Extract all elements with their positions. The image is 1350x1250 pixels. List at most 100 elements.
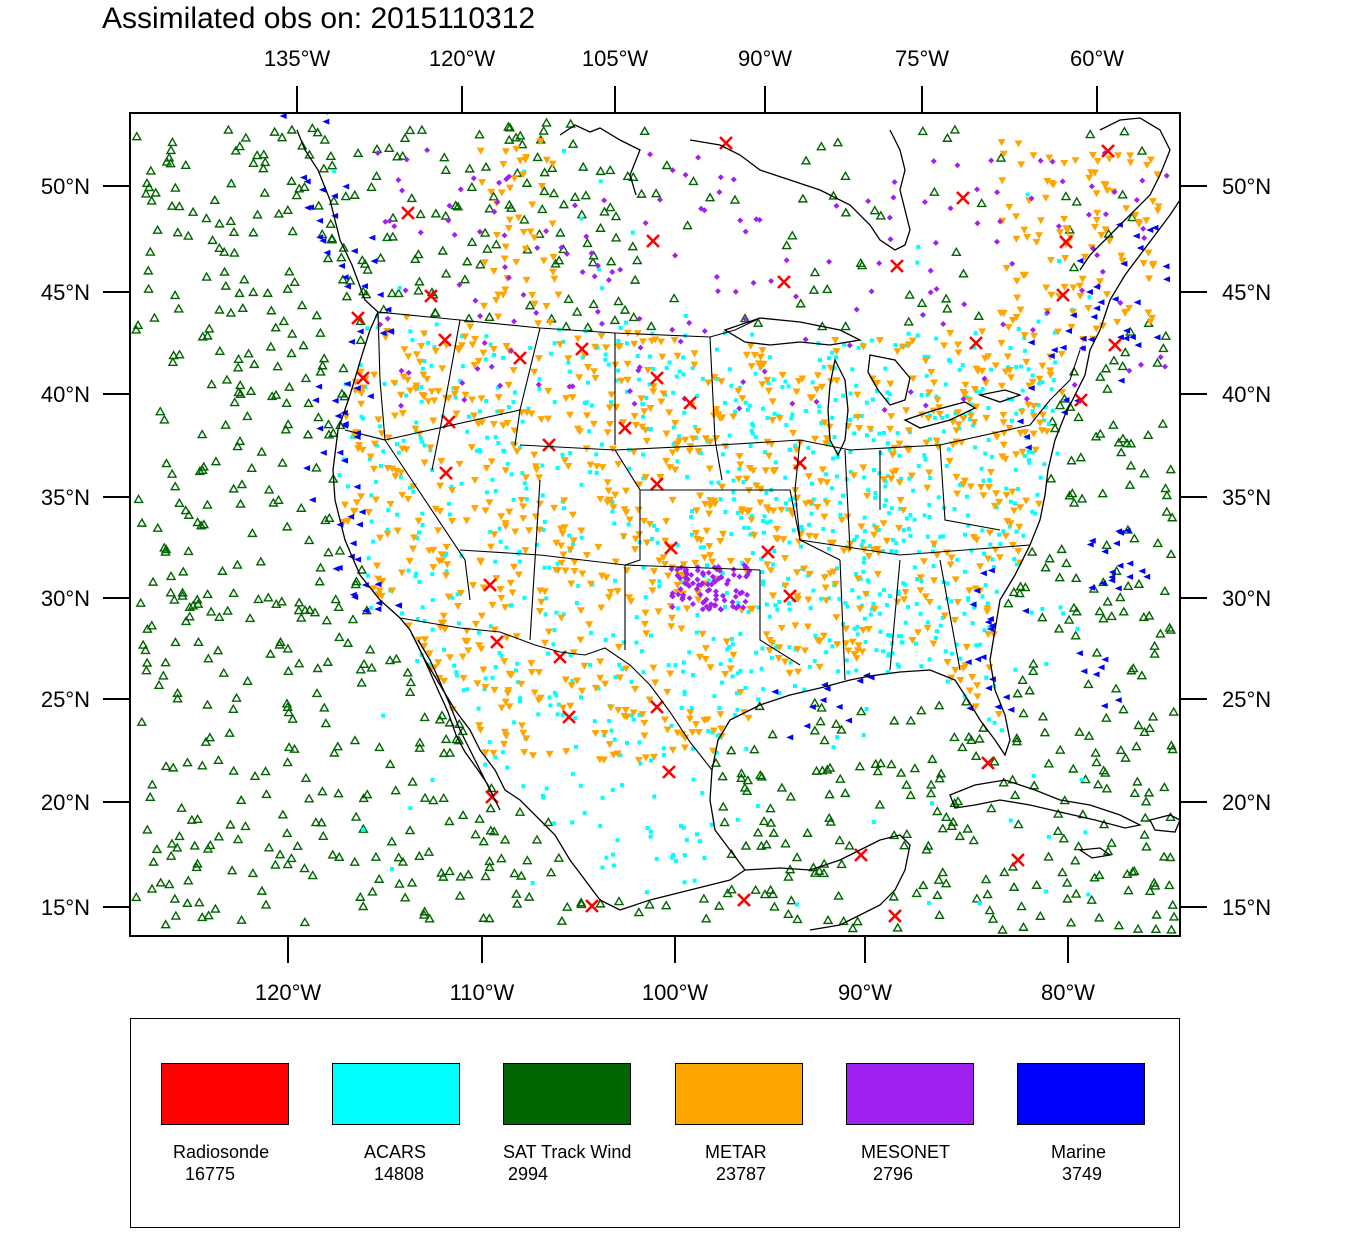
metar-marker: [997, 139, 1006, 147]
acars-marker: [761, 687, 766, 692]
legend-count: 14808: [374, 1164, 425, 1184]
acars-marker: [777, 690, 782, 695]
acars-marker: [889, 506, 894, 511]
marine-marker: [330, 193, 338, 200]
acars-marker: [522, 481, 527, 486]
sat-track-wind-marker: [183, 509, 195, 519]
metar-marker: [685, 715, 694, 723]
metar-marker: [716, 711, 725, 719]
sat-track-wind-marker: [1098, 765, 1109, 775]
acars-marker: [427, 662, 432, 667]
sat-track-wind-marker: [1101, 712, 1112, 722]
metar-marker: [714, 411, 723, 419]
acars-marker: [1016, 326, 1021, 331]
metar-marker: [513, 448, 522, 456]
metar-marker: [696, 492, 705, 500]
metar-marker: [748, 605, 757, 613]
sat-track-wind-marker: [833, 890, 844, 900]
metar-marker: [734, 475, 743, 483]
metar-marker: [631, 421, 640, 429]
metar-marker: [637, 395, 646, 403]
metar-marker: [701, 655, 710, 663]
marine-marker: [1087, 336, 1095, 343]
acars-marker: [791, 496, 796, 501]
mesonet-marker: [1111, 188, 1118, 195]
sat-track-wind-marker: [214, 218, 225, 228]
mesonet-marker: [675, 591, 682, 598]
mesonet-marker: [508, 347, 515, 354]
acars-marker: [495, 409, 500, 414]
mesonet-marker: [669, 593, 676, 600]
metar-marker: [1069, 284, 1078, 292]
sat-track-wind-marker: [202, 589, 213, 599]
acars-marker: [413, 574, 418, 579]
radiosonde-marker: [793, 456, 807, 470]
marine-marker: [856, 677, 864, 684]
acars-marker: [648, 829, 653, 834]
metar-marker: [615, 674, 624, 682]
radiosonde-marker: [1059, 235, 1073, 249]
metar-marker: [445, 654, 454, 662]
metar-marker: [1042, 428, 1051, 436]
acars-marker: [1010, 397, 1015, 402]
radiosonde-marker: [442, 415, 456, 429]
sat-track-wind-marker: [595, 222, 606, 232]
sat-track-wind-marker: [276, 132, 288, 142]
metar-marker: [596, 674, 605, 682]
acars-marker: [907, 476, 912, 481]
acars-marker: [700, 791, 705, 796]
metar-marker: [914, 629, 923, 637]
acars-marker: [881, 649, 886, 654]
top-lon-label: 90°W: [738, 46, 792, 71]
metar-marker: [866, 425, 875, 433]
sat-track-wind-marker: [155, 877, 166, 887]
marine-marker: [1069, 312, 1077, 319]
sat-track-wind-marker: [260, 899, 272, 909]
sat-track-wind-marker: [194, 466, 206, 476]
sat-track-wind-marker: [1098, 613, 1109, 623]
sat-track-wind-marker: [1100, 363, 1112, 373]
metar-marker: [710, 374, 719, 382]
acars-marker: [585, 380, 590, 385]
metar-marker: [573, 425, 582, 433]
sat-track-wind-marker: [1141, 841, 1152, 851]
radiosonde-marker: [356, 371, 370, 385]
sat-track-wind-marker: [270, 322, 281, 332]
metar-marker: [537, 598, 546, 606]
acars-marker: [842, 342, 847, 347]
mesonet-marker: [477, 313, 484, 320]
acars-marker: [654, 856, 659, 861]
metar-marker: [586, 461, 595, 469]
metar-marker: [1131, 211, 1140, 219]
acars-marker: [618, 325, 623, 330]
metar-marker: [995, 554, 1004, 562]
metar-marker: [908, 337, 917, 345]
metar-marker: [375, 587, 384, 595]
acars-marker: [737, 466, 742, 471]
acars-marker: [767, 355, 772, 360]
acars-marker: [716, 480, 721, 485]
acars-marker: [969, 402, 974, 407]
metar-marker: [815, 638, 824, 646]
sat-track-wind-marker: [233, 353, 244, 364]
acars-marker: [610, 852, 615, 857]
acars-marker: [578, 783, 583, 788]
acars-marker: [397, 285, 402, 290]
metar-marker: [582, 551, 591, 559]
acars-marker: [574, 744, 579, 749]
acars-marker: [369, 605, 374, 610]
sat-track-wind-marker: [595, 898, 606, 908]
sat-track-wind-marker: [767, 889, 779, 899]
mesonet-marker: [1138, 361, 1145, 368]
metar-marker: [641, 754, 650, 762]
sat-track-wind-marker: [1094, 606, 1105, 616]
acars-marker: [861, 539, 866, 544]
acars-marker: [967, 417, 972, 422]
metar-marker: [501, 148, 510, 156]
marine-marker: [368, 234, 376, 241]
acars-marker: [612, 521, 617, 526]
metar-marker: [487, 458, 496, 466]
acars-marker: [790, 412, 795, 417]
acars-marker: [588, 662, 593, 667]
marine-marker: [331, 397, 339, 404]
